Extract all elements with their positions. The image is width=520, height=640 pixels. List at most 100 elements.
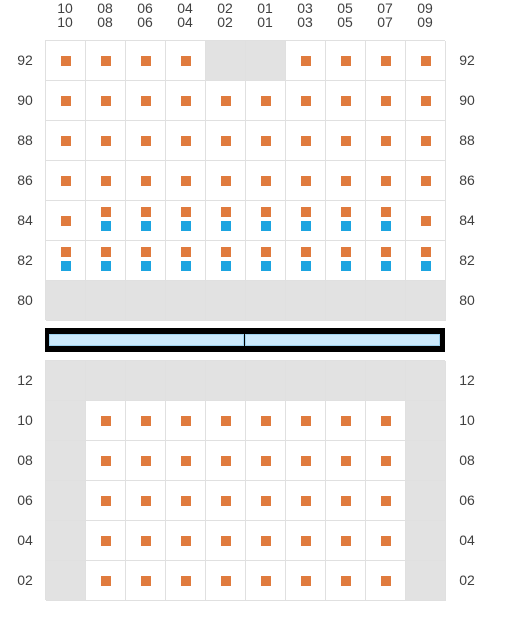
- seat-cell[interactable]: [366, 361, 406, 401]
- seat-cell[interactable]: [166, 521, 206, 561]
- seat-cell[interactable]: [46, 401, 86, 441]
- seat-cell[interactable]: [166, 561, 206, 601]
- seat-cell[interactable]: [406, 481, 446, 521]
- seat-cell[interactable]: [246, 121, 286, 161]
- seat-cell[interactable]: [46, 561, 86, 601]
- seat-cell[interactable]: [206, 201, 246, 241]
- seat-cell[interactable]: [126, 241, 166, 281]
- seat-cell[interactable]: [206, 481, 246, 521]
- seat-cell[interactable]: [246, 161, 286, 201]
- seat-cell[interactable]: [126, 281, 166, 321]
- seat-cell[interactable]: [86, 441, 126, 481]
- seat-cell[interactable]: [246, 441, 286, 481]
- seat-cell[interactable]: [86, 121, 126, 161]
- seat-cell[interactable]: [286, 161, 326, 201]
- seat-cell[interactable]: [246, 401, 286, 441]
- seat-cell[interactable]: [126, 481, 166, 521]
- seat-cell[interactable]: [126, 41, 166, 81]
- seat-cell[interactable]: [406, 521, 446, 561]
- seat-cell[interactable]: [366, 401, 406, 441]
- seat-cell[interactable]: [326, 121, 366, 161]
- seat-cell[interactable]: [326, 481, 366, 521]
- seat-cell[interactable]: [206, 161, 246, 201]
- seat-cell[interactable]: [246, 521, 286, 561]
- seat-cell[interactable]: [126, 521, 166, 561]
- seat-cell[interactable]: [166, 361, 206, 401]
- seat-cell[interactable]: [366, 201, 406, 241]
- seat-cell[interactable]: [46, 81, 86, 121]
- seat-cell[interactable]: [166, 481, 206, 521]
- seat-cell[interactable]: [46, 201, 86, 241]
- seat-cell[interactable]: [46, 241, 86, 281]
- seat-cell[interactable]: [286, 241, 326, 281]
- seat-cell[interactable]: [326, 41, 366, 81]
- seat-cell[interactable]: [286, 41, 326, 81]
- seat-cell[interactable]: [326, 521, 366, 561]
- seat-cell[interactable]: [326, 281, 366, 321]
- seat-cell[interactable]: [126, 81, 166, 121]
- seat-cell[interactable]: [166, 161, 206, 201]
- seat-cell[interactable]: [46, 361, 86, 401]
- seat-cell[interactable]: [286, 201, 326, 241]
- seat-cell[interactable]: [406, 441, 446, 481]
- seat-cell[interactable]: [86, 561, 126, 601]
- seat-cell[interactable]: [86, 281, 126, 321]
- seat-cell[interactable]: [406, 41, 446, 81]
- seat-cell[interactable]: [366, 241, 406, 281]
- seat-cell[interactable]: [166, 281, 206, 321]
- seat-cell[interactable]: [246, 361, 286, 401]
- seat-cell[interactable]: [206, 121, 246, 161]
- seat-cell[interactable]: [46, 161, 86, 201]
- seat-cell[interactable]: [286, 121, 326, 161]
- seat-cell[interactable]: [126, 561, 166, 601]
- seat-cell[interactable]: [406, 121, 446, 161]
- seat-cell[interactable]: [286, 441, 326, 481]
- seat-cell[interactable]: [406, 361, 446, 401]
- seat-cell[interactable]: [366, 121, 406, 161]
- seat-cell[interactable]: [86, 361, 126, 401]
- seat-cell[interactable]: [246, 201, 286, 241]
- seat-cell[interactable]: [286, 521, 326, 561]
- seat-cell[interactable]: [366, 41, 406, 81]
- seat-cell[interactable]: [166, 41, 206, 81]
- seat-cell[interactable]: [166, 201, 206, 241]
- seat-cell[interactable]: [326, 441, 366, 481]
- seat-cell[interactable]: [326, 241, 366, 281]
- seat-cell[interactable]: [206, 561, 246, 601]
- seat-cell[interactable]: [86, 81, 126, 121]
- seat-cell[interactable]: [366, 561, 406, 601]
- seat-cell[interactable]: [366, 481, 406, 521]
- seat-cell[interactable]: [86, 161, 126, 201]
- seat-cell[interactable]: [166, 401, 206, 441]
- seat-cell[interactable]: [166, 441, 206, 481]
- seat-cell[interactable]: [166, 121, 206, 161]
- seat-cell[interactable]: [86, 241, 126, 281]
- seat-cell[interactable]: [46, 121, 86, 161]
- seat-cell[interactable]: [286, 561, 326, 601]
- seat-cell[interactable]: [166, 241, 206, 281]
- seat-cell[interactable]: [86, 41, 126, 81]
- seat-cell[interactable]: [206, 41, 246, 81]
- seat-cell[interactable]: [46, 481, 86, 521]
- seat-cell[interactable]: [366, 441, 406, 481]
- seat-cell[interactable]: [366, 81, 406, 121]
- seat-cell[interactable]: [326, 201, 366, 241]
- seat-cell[interactable]: [406, 161, 446, 201]
- seat-cell[interactable]: [286, 481, 326, 521]
- seat-cell[interactable]: [46, 441, 86, 481]
- seat-cell[interactable]: [406, 281, 446, 321]
- seat-cell[interactable]: [206, 521, 246, 561]
- seat-cell[interactable]: [326, 361, 366, 401]
- seat-cell[interactable]: [366, 281, 406, 321]
- seat-cell[interactable]: [326, 401, 366, 441]
- seat-cell[interactable]: [126, 401, 166, 441]
- seat-cell[interactable]: [86, 481, 126, 521]
- seat-cell[interactable]: [126, 121, 166, 161]
- seat-cell[interactable]: [406, 561, 446, 601]
- seat-cell[interactable]: [206, 361, 246, 401]
- seat-cell[interactable]: [206, 281, 246, 321]
- seat-cell[interactable]: [206, 81, 246, 121]
- seat-cell[interactable]: [286, 401, 326, 441]
- seat-cell[interactable]: [406, 241, 446, 281]
- seat-cell[interactable]: [86, 201, 126, 241]
